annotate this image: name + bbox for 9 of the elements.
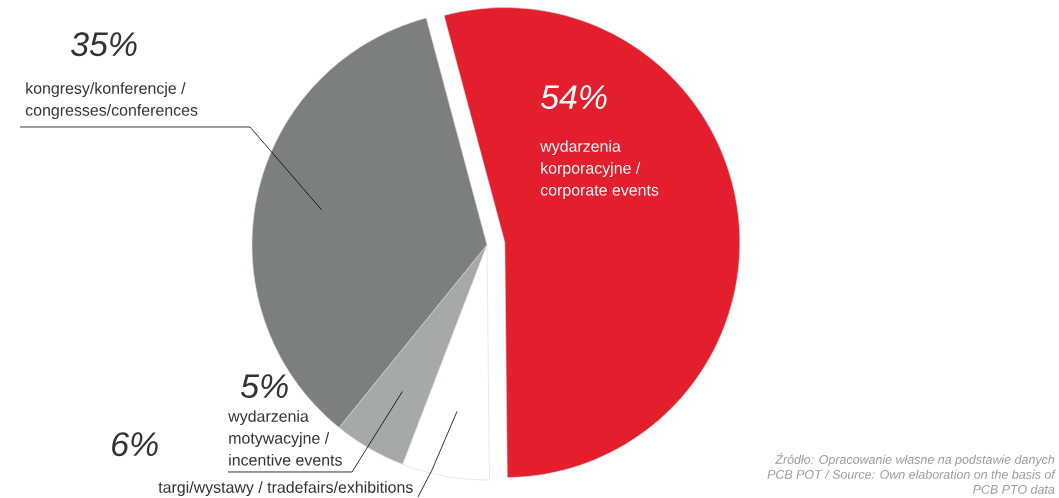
data-label: 54% <box>540 85 607 110</box>
slice-label: wydarzenia korporacyjne / corporate events <box>540 140 659 199</box>
slice-label: wydarzenia motywacyjne / incentive events <box>228 410 342 466</box>
text: Źródło: Opracowanie własne na podstawie danych PCB POT / Source: Own elaboration on the basis of PCB PTO data <box>767 452 1056 494</box>
data-label: 5% <box>240 374 288 399</box>
slice-label: targi/wystawy / tradefairs/exhibitions <box>158 481 413 497</box>
slice-label: kongresy/konferencje / congresses/conferences <box>25 82 198 119</box>
data-label: 6% <box>112 432 158 457</box>
data-label: 35% <box>71 32 137 57</box>
